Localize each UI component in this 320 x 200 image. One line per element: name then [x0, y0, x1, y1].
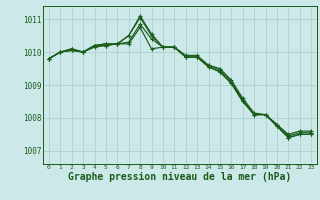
X-axis label: Graphe pression niveau de la mer (hPa): Graphe pression niveau de la mer (hPa)	[68, 172, 292, 182]
